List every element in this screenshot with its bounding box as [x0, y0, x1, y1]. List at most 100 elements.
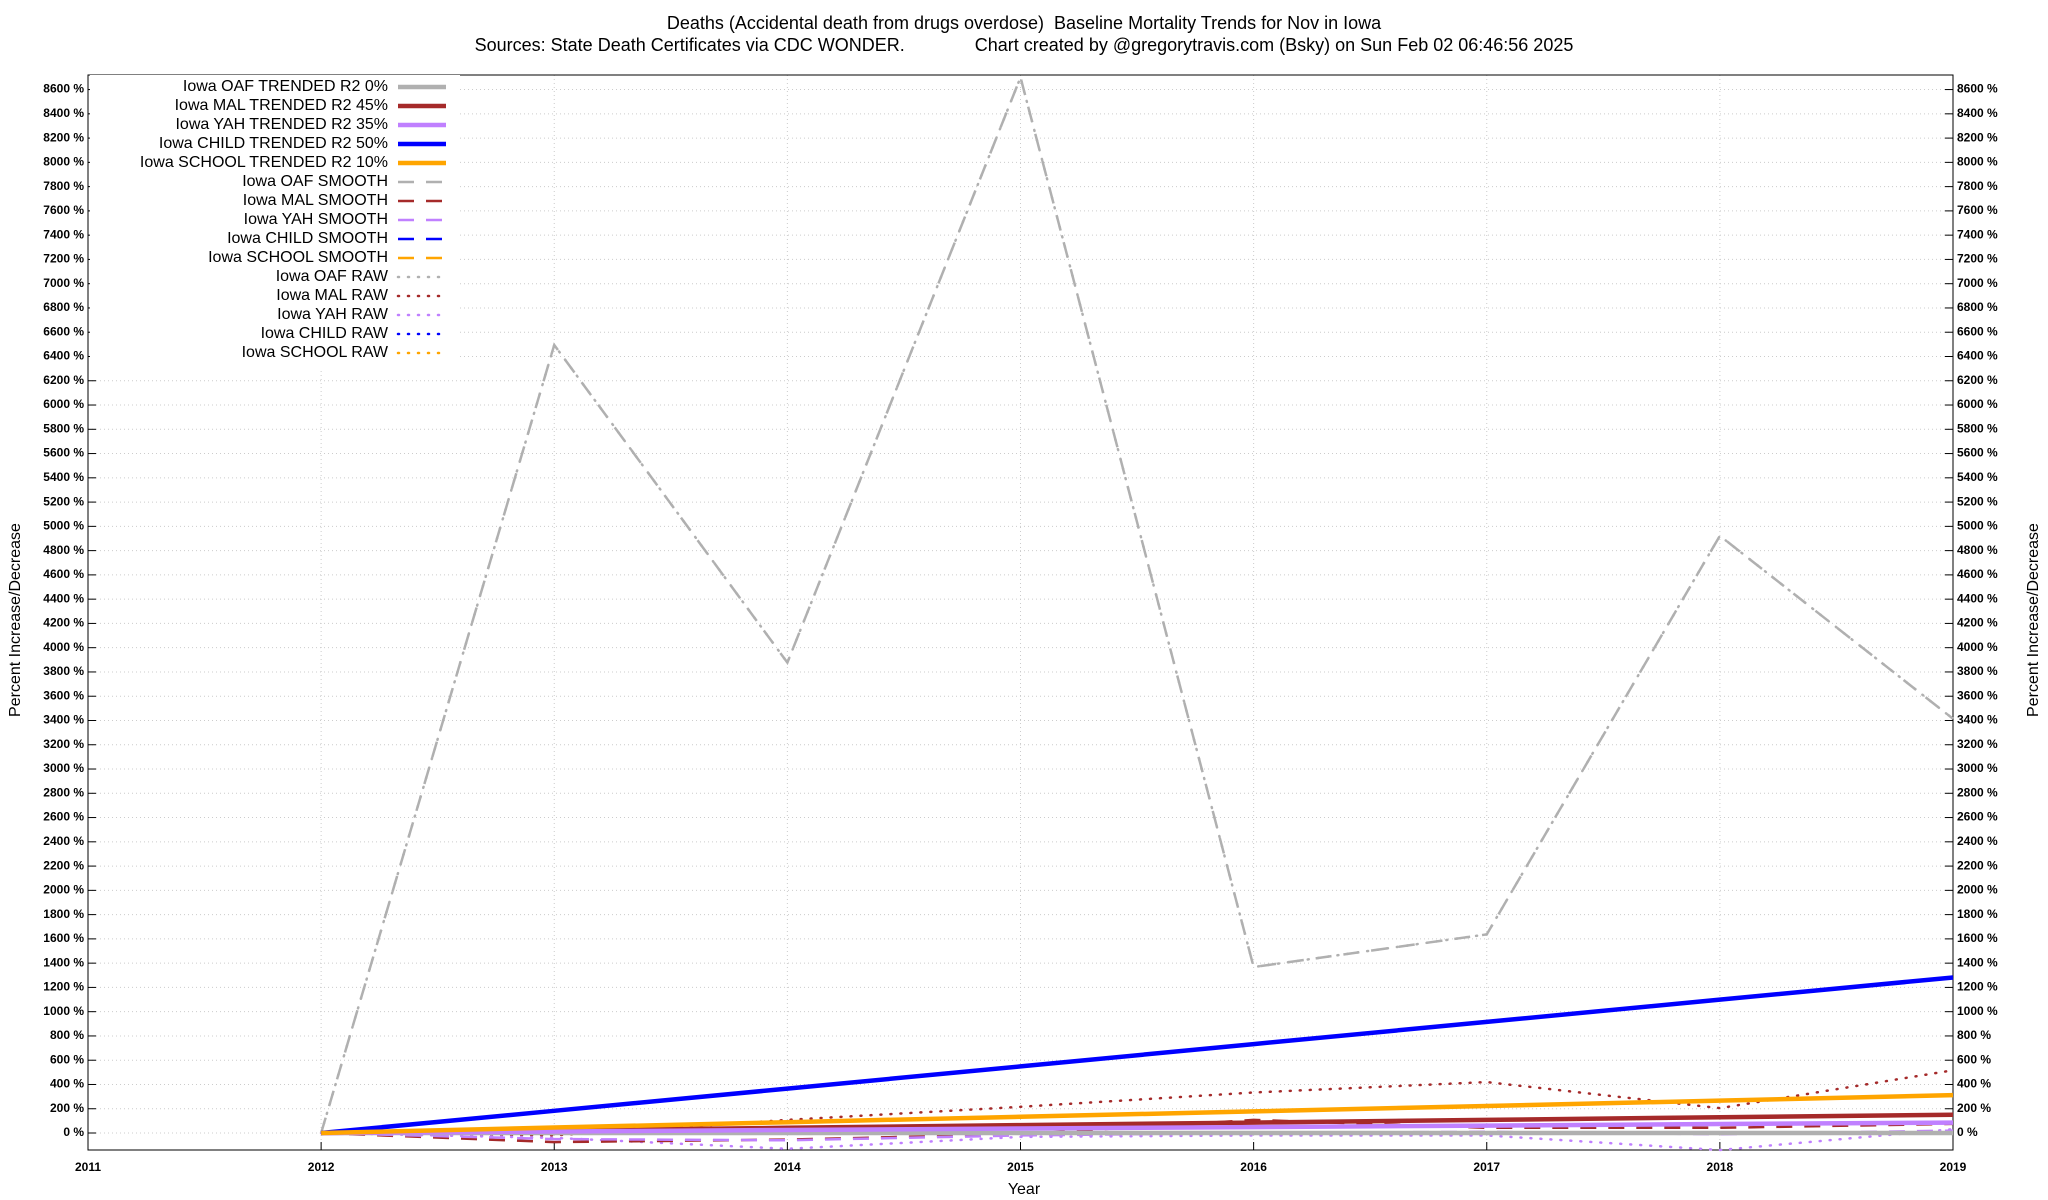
legend-label: Iowa YAH RAW: [277, 306, 389, 323]
y-tick-label: 400 %: [50, 1077, 84, 1091]
y-tick-label: 6200 %: [43, 373, 84, 387]
y2-tick-label: 1200 %: [1957, 980, 1998, 994]
y-tick-label: 1400 %: [43, 955, 84, 969]
y2-tick-label: 8600 %: [1957, 82, 1998, 96]
series-line: [321, 1120, 1954, 1136]
y2-tick-label: 4400 %: [1957, 591, 1998, 605]
x-tick-label: 2013: [541, 1160, 568, 1174]
y2-tick-label: 400 %: [1957, 1077, 1991, 1091]
y-tick-label: 8000 %: [43, 155, 84, 169]
y2-tick-label: 200 %: [1957, 1101, 1991, 1115]
y2-tick-label: 3800 %: [1957, 664, 1998, 678]
y-tick-label: 8400 %: [43, 106, 84, 120]
y-tick-label: 5000 %: [43, 519, 84, 533]
x-tick-label: 2018: [1707, 1160, 1734, 1174]
chart-title: Deaths (Accidental death from drugs over…: [667, 13, 1382, 33]
legend-label: Iowa OAF SMOOTH: [242, 173, 388, 190]
y-tick-label: 1800 %: [43, 907, 84, 921]
y-tick-label: 2800 %: [43, 785, 84, 799]
y-tick-label: 2000 %: [43, 883, 84, 897]
y-tick-label: 6400 %: [43, 349, 84, 363]
y2-tick-label: 2000 %: [1957, 883, 1998, 897]
y2-tick-label: 6000 %: [1957, 397, 1998, 411]
y-tick-label: 5600 %: [43, 446, 84, 460]
y2-tick-label: 5400 %: [1957, 470, 1998, 484]
y-tick-label: 4200 %: [43, 616, 84, 630]
y-tick-label: 3400 %: [43, 713, 84, 727]
y-tick-label: 5400 %: [43, 470, 84, 484]
y2-tick-label: 1600 %: [1957, 931, 1998, 945]
y-tick-label: 2200 %: [43, 858, 84, 872]
y-tick-label: 8600 %: [43, 82, 84, 96]
series-line: [319, 73, 1954, 1134]
y2-tick-label: 2600 %: [1957, 810, 1998, 824]
y2-tick-label: 8400 %: [1957, 106, 1998, 120]
y2-tick-label: 5800 %: [1957, 421, 1998, 435]
y-tick-label: 7400 %: [43, 227, 84, 241]
x-tick-label: 2011: [75, 1160, 101, 1174]
x-tick-label: 2015: [1007, 1160, 1034, 1174]
legend-label: Iowa MAL SMOOTH: [243, 192, 388, 209]
y2-tick-label: 2200 %: [1957, 858, 1998, 872]
y-tick-label: 8200 %: [43, 130, 84, 144]
y-tick-label: 7000 %: [43, 276, 84, 290]
y-tick-label: 4600 %: [43, 567, 84, 581]
y2-tick-label: 7800 %: [1957, 179, 1998, 193]
y-tick-label: 4000 %: [43, 640, 84, 654]
y-tick-label: 6000 %: [43, 397, 84, 411]
series-line: [319, 1127, 1955, 1152]
y2-tick-label: 4200 %: [1957, 616, 1998, 630]
legend-label: Iowa CHILD SMOOTH: [227, 230, 388, 247]
y2-tick-label: 4800 %: [1957, 543, 1998, 557]
y2-tick-label: 7200 %: [1957, 252, 1998, 266]
x-tick-label: 2019: [1940, 1160, 1967, 1174]
y-tick-label: 2400 %: [43, 834, 84, 848]
plot-frame: [87, 74, 1954, 1151]
y2-tick-label: 2800 %: [1957, 785, 1998, 799]
y2-tick-label: 600 %: [1957, 1052, 1991, 1066]
y-tick-label: 5200 %: [43, 494, 84, 508]
y2-tick-label: 0 %: [1957, 1125, 1978, 1139]
y-tick-label: 7200 %: [43, 252, 84, 266]
y2-axis-label: Percent Increase/Decrease: [2025, 523, 2042, 717]
y2-tick-label: 4000 %: [1957, 640, 1998, 654]
y2-tick-label: 4600 %: [1957, 567, 1998, 581]
x-axis-label: Year: [1008, 1181, 1041, 1198]
y-tick-label: 5800 %: [43, 421, 84, 435]
y2-tick-label: 1400 %: [1957, 955, 1998, 969]
y2-tick-label: 3000 %: [1957, 761, 1998, 775]
y-tick-label: 7800 %: [43, 179, 84, 193]
y2-tick-label: 7600 %: [1957, 203, 1998, 217]
legend-label: Iowa CHILD RAW: [261, 325, 389, 342]
y2-tick-label: 800 %: [1957, 1028, 1991, 1042]
y2-tick-label: 8000 %: [1957, 155, 1998, 169]
y-tick-label: 6600 %: [43, 324, 84, 338]
y2-tick-label: 3400 %: [1957, 713, 1998, 727]
y-tick-label: 800 %: [50, 1028, 84, 1042]
chart-subtitle: Sources: State Death Certificates via CD…: [475, 35, 1574, 55]
y-tick-label: 6800 %: [43, 300, 84, 314]
y2-tick-label: 2400 %: [1957, 834, 1998, 848]
y-tick-label: 7600 %: [43, 203, 84, 217]
legend-label: Iowa YAH TRENDED R2 35%: [175, 116, 388, 133]
y-tick-label: 4800 %: [43, 543, 84, 557]
x-tick-label: 2016: [1240, 1160, 1267, 1174]
y2-tick-label: 1800 %: [1957, 907, 1998, 921]
y2-tick-label: 8200 %: [1957, 130, 1998, 144]
y2-tick-label: 1000 %: [1957, 1004, 1998, 1018]
y-tick-label: 600 %: [50, 1052, 84, 1066]
legend-label: Iowa CHILD TRENDED R2 50%: [159, 135, 388, 152]
y2-tick-label: 7000 %: [1957, 276, 1998, 290]
x-tick-label: 2017: [1473, 1160, 1500, 1174]
y2-tick-label: 6600 %: [1957, 324, 1998, 338]
x-tick-label: 2012: [308, 1160, 335, 1174]
y-tick-label: 1600 %: [43, 931, 84, 945]
y2-tick-label: 6200 %: [1957, 373, 1998, 387]
y-tick-label: 2600 %: [43, 810, 84, 824]
legend-label: Iowa MAL TRENDED R2 45%: [175, 97, 388, 114]
y-tick-label: 3600 %: [43, 688, 84, 702]
y-tick-label: 1200 %: [43, 980, 84, 994]
y2-tick-label: 5200 %: [1957, 494, 1998, 508]
y2-tick-label: 6800 %: [1957, 300, 1998, 314]
